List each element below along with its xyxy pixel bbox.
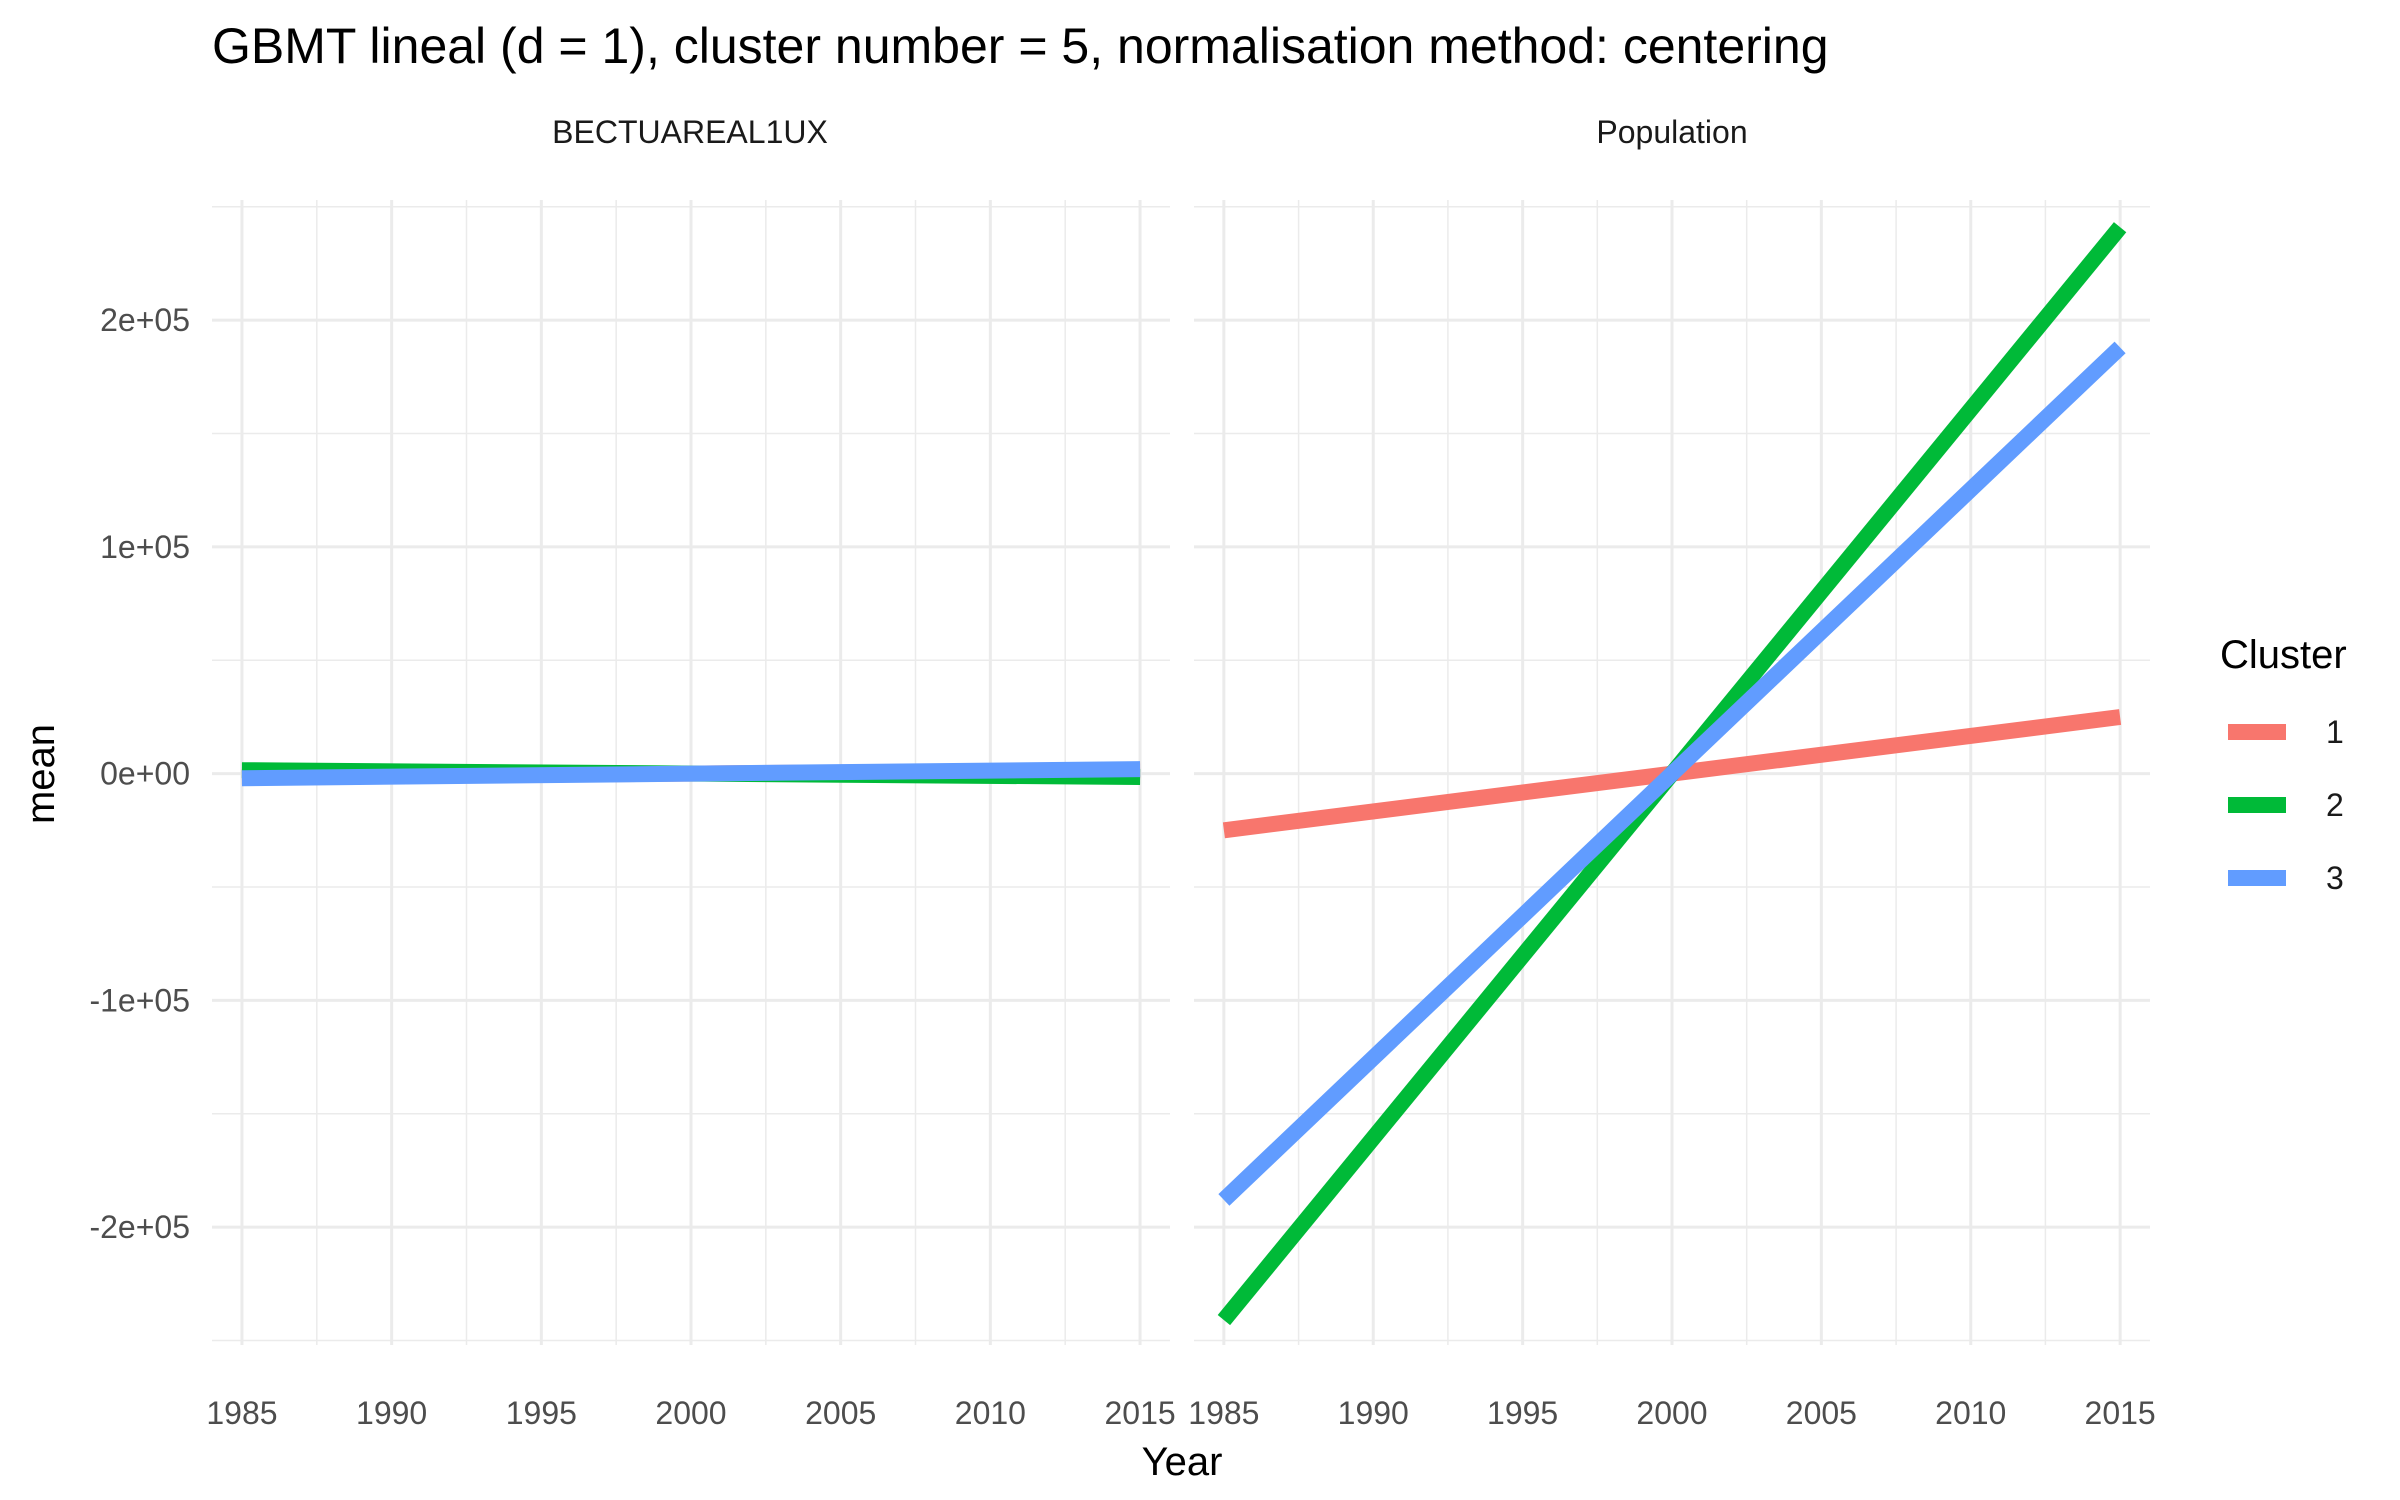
series-line-cluster-3 <box>1218 341 2126 1206</box>
y-tick-label: 2e+05 <box>100 302 190 338</box>
panel-population: Population 1985 1990 1995 2000 2005 2010 2015 <box>1188 114 2155 1431</box>
y-axis-title: mean <box>19 724 63 824</box>
panel-series <box>241 761 1141 787</box>
x-tick-label: 2015 <box>1104 1395 1175 1431</box>
y-tick-label: 1e+05 <box>100 529 190 565</box>
legend-label-cluster-1: 1 <box>2326 714 2344 750</box>
x-tick-label: 1995 <box>1487 1395 1558 1431</box>
x-tick-label: 2015 <box>2085 1395 2156 1431</box>
x-tick-label: 2000 <box>1636 1395 1707 1431</box>
x-tick-label: 2005 <box>1786 1395 1857 1431</box>
x-tick-label: 1995 <box>506 1395 577 1431</box>
panel-strip-label: BECTUAREAL1UX <box>552 114 828 150</box>
x-tick-label: 1990 <box>356 1395 427 1431</box>
panel-series <box>1217 222 2127 1326</box>
x-tick-label: 2010 <box>955 1395 1026 1431</box>
y-tick-labels: -2e+05 -1e+05 0e+00 1e+05 2e+05 <box>89 302 190 1245</box>
x-tick-labels: 1985 1990 1995 2000 2005 2010 2015 <box>206 1395 1175 1431</box>
x-tick-label: 1990 <box>1338 1395 1409 1431</box>
panel-strip-label: Population <box>1596 114 1747 150</box>
x-tick-label: 1985 <box>1188 1395 1259 1431</box>
x-tick-label: 2005 <box>805 1395 876 1431</box>
panel-bectuareal1ux: BECTUAREAL1UX 1985 1990 1995 2000 2005 2010 20… <box>206 114 1175 1431</box>
panel-grid <box>1194 200 2150 1345</box>
legend-items: 1 2 3 <box>2228 714 2344 896</box>
y-tick-label: -2e+05 <box>89 1209 190 1245</box>
chart-title: GBMT lineal (d = 1), cluster number = 5,… <box>212 18 1829 74</box>
y-tick-label: -1e+05 <box>89 982 190 1018</box>
x-tick-labels: 1985 1990 1995 2000 2005 2010 2015 <box>1188 1395 2155 1431</box>
legend-label-cluster-2: 2 <box>2326 787 2344 823</box>
legend-label-cluster-3: 3 <box>2326 860 2344 896</box>
x-tick-label: 1985 <box>206 1395 277 1431</box>
x-tick-label: 2000 <box>655 1395 726 1431</box>
y-tick-label: 0e+00 <box>100 756 190 792</box>
x-axis-title: Year <box>1142 1440 1223 1484</box>
legend: Cluster 1 2 3 <box>2220 633 2347 896</box>
x-tick-label: 2010 <box>1935 1395 2006 1431</box>
series-line-cluster-3 <box>241 761 1141 787</box>
legend-title: Cluster <box>2220 633 2347 677</box>
